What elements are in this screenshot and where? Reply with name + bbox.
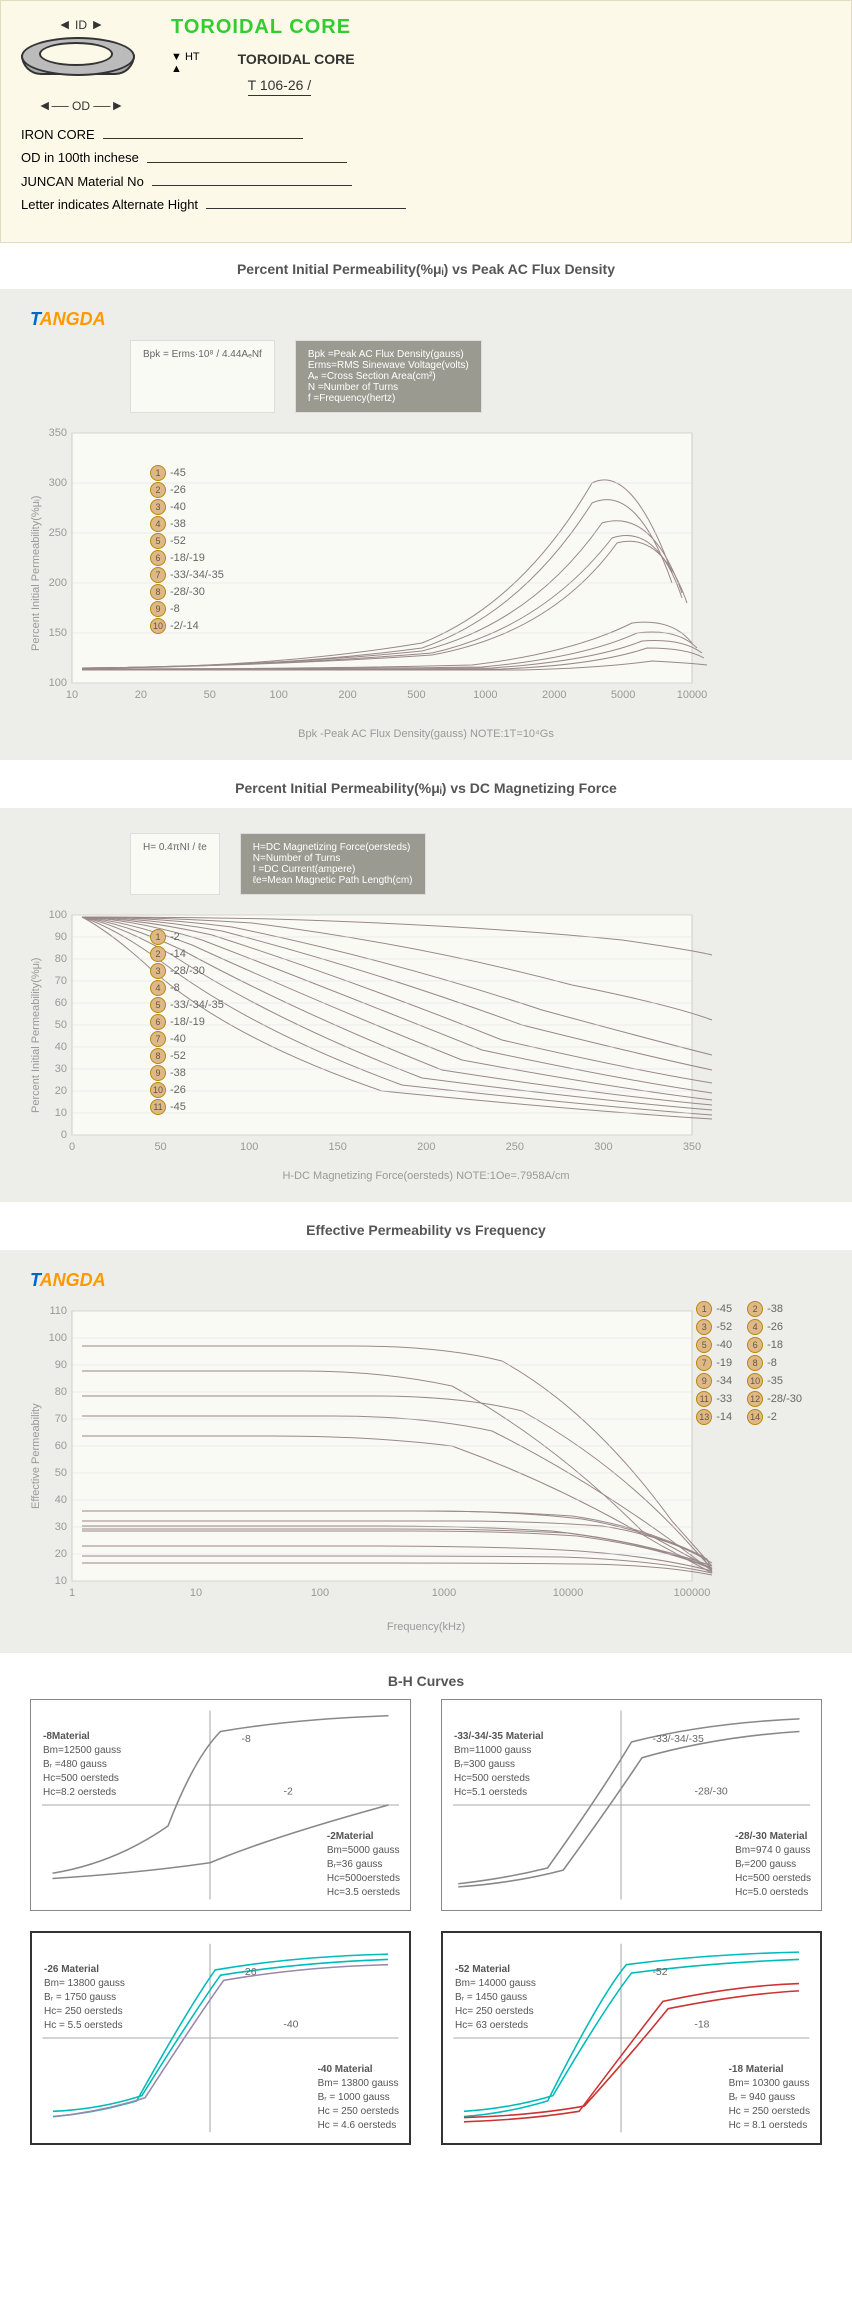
tangda-logo: TANGDA <box>30 309 822 330</box>
svg-text:1000: 1000 <box>432 1587 456 1599</box>
chart3: TANGDA Effective Permeability 10 20 30 40 50… <box>0 1250 852 1653</box>
svg-text:-18: -18 <box>694 2019 709 2030</box>
header-panel: ◄ ID ► ◄── OD ──► TOROIDAL CORE ▼ HT▲ TO… <box>0 0 852 243</box>
svg-text:80: 80 <box>55 1386 67 1398</box>
svg-text:2000: 2000 <box>542 689 566 701</box>
svg-text:100: 100 <box>49 1332 67 1344</box>
svg-text:20: 20 <box>135 689 147 701</box>
bh-title: B-H Curves <box>0 1655 852 1699</box>
svg-text:150: 150 <box>329 1141 347 1153</box>
svg-text:100: 100 <box>240 1141 258 1153</box>
svg-text:-52: -52 <box>652 1967 667 1978</box>
chart2-xlabel: H-DC Magnetizing Force(oersteds) NOTE:1O… <box>30 1170 822 1182</box>
id-label: ID <box>75 18 87 32</box>
main-title: TOROIDAL CORE <box>171 16 831 39</box>
formula-box: Bpk = Erms·10⁸ / 4.44AₑNf <box>130 340 275 413</box>
svg-text:100: 100 <box>49 677 67 689</box>
svg-text:350: 350 <box>683 1141 701 1153</box>
svg-text:10: 10 <box>55 1107 67 1119</box>
svg-text:60: 60 <box>55 1440 67 1452</box>
svg-text:30: 30 <box>55 1521 67 1533</box>
svg-text:100000: 100000 <box>674 1587 711 1599</box>
svg-text:350: 350 <box>49 427 67 439</box>
svg-text:30: 30 <box>55 1063 67 1075</box>
svg-text:-2: -2 <box>284 1785 293 1797</box>
svg-text:50: 50 <box>154 1141 166 1153</box>
svg-text:110: 110 <box>49 1305 67 1317</box>
svg-text:200: 200 <box>338 689 356 701</box>
svg-text:250: 250 <box>49 527 67 539</box>
subtitle: TOROIDAL CORE <box>238 51 355 67</box>
svg-text:20: 20 <box>55 1085 67 1097</box>
bh-chart: -52-18 -52 MaterialBm= 14000 gaussBᵣ = 1… <box>441 1931 822 2145</box>
svg-text:40: 40 <box>55 1041 67 1053</box>
svg-text:-26: -26 <box>241 1967 256 1978</box>
svg-text:100: 100 <box>311 1587 329 1599</box>
svg-text:300: 300 <box>594 1141 612 1153</box>
bh-chart: -8-2 -8MaterialBm=12500 gaussBᵣ =480 gau… <box>30 1699 411 1911</box>
svg-text:10: 10 <box>55 1575 67 1587</box>
svg-text:90: 90 <box>55 1359 67 1371</box>
svg-text:150: 150 <box>49 627 67 639</box>
formula-desc2: H=DC Magnetizing Force(oersteds)N=Number… <box>240 833 426 895</box>
toroid-diagram: ◄ ID ► ◄── OD ──► <box>21 16 141 113</box>
chart1: TANGDA Bpk = Erms·10⁸ / 4.44AₑNf Bpk =Pe… <box>0 289 852 760</box>
chart3-xlabel: Frequency(kHz) <box>30 1621 822 1633</box>
svg-text:-33/-34/-35: -33/-34/-35 <box>653 1733 705 1745</box>
chart3-legend: 1-452-383-524-265-406-187-198-89-3410-35… <box>696 1300 802 1426</box>
svg-text:50: 50 <box>55 1019 67 1031</box>
chart1-title: Percent Initial Permeability(%μᵢ) vs Pea… <box>0 243 852 287</box>
formula-box2: H= 0.4πNI / ℓe <box>130 833 220 895</box>
svg-text:200: 200 <box>417 1141 435 1153</box>
chart2: H= 0.4πNI / ℓe H=DC Magnetizing Force(oe… <box>0 808 852 1202</box>
svg-text:250: 250 <box>506 1141 524 1153</box>
chart2-legend: 1-22-143-28/-304-85-33/-34/-356-18/-197-… <box>150 928 224 1116</box>
chart2-svg: 0 10 20 30 40 50 60 70 80 90 100 0 50 100 150 200 250 30… <box>42 905 722 1165</box>
svg-text:200: 200 <box>49 577 67 589</box>
chart1-svg: 100 150 200 250 300 350 10 20 50 100 200 500 1000 20… <box>42 423 722 723</box>
svg-text:100: 100 <box>269 689 287 701</box>
svg-text:-8: -8 <box>242 1733 251 1745</box>
svg-text:500: 500 <box>407 689 425 701</box>
svg-text:10000: 10000 <box>677 689 708 701</box>
svg-text:70: 70 <box>55 1413 67 1425</box>
svg-text:90: 90 <box>55 931 67 943</box>
svg-text:60: 60 <box>55 997 67 1009</box>
chart1-ylabel: Percent Initial Permeability(%μᵢ) <box>30 423 42 723</box>
svg-text:0: 0 <box>61 1129 67 1141</box>
bh-chart: -33/-34/-35-28/-30 -33/-34/-35 MaterialB… <box>441 1699 822 1911</box>
bh-chart: -26-40 -26 MaterialBm= 13800 gaussBᵣ = 1… <box>30 1931 411 2145</box>
svg-text:-40: -40 <box>283 2019 298 2030</box>
svg-text:50: 50 <box>55 1467 67 1479</box>
chart2-ylabel: Percent Initial Permeability(%μᵢ) <box>30 905 42 1165</box>
header-legend: IRON COREOD in 100th incheseJUNCAN Mater… <box>21 123 831 217</box>
svg-text:0: 0 <box>69 1141 75 1153</box>
svg-text:50: 50 <box>204 689 216 701</box>
svg-text:1: 1 <box>69 1587 75 1599</box>
chart3-title: Effective Permeability vs Frequency <box>0 1204 852 1248</box>
svg-text:1000: 1000 <box>473 689 497 701</box>
chart1-legend: 1-452-263-404-385-526-18/-197-33/-34/-35… <box>150 464 224 635</box>
chart3-svg: 102030405060708090100110 110100100010000… <box>42 1301 722 1611</box>
chart2-title: Percent Initial Permeability(%μᵢ) vs DC … <box>0 762 852 806</box>
tangda-logo2: TANGDA <box>30 1270 822 1291</box>
svg-text:100: 100 <box>49 909 67 921</box>
svg-text:5000: 5000 <box>611 689 635 701</box>
svg-text:80: 80 <box>55 953 67 965</box>
ht-label: HT <box>185 51 200 63</box>
part-code: T 106-26 / <box>248 77 312 96</box>
chart1-xlabel: Bpk -Peak AC Flux Density(gauss) NOTE:1T… <box>30 728 822 740</box>
svg-text:-28/-30: -28/-30 <box>695 1785 728 1797</box>
svg-text:300: 300 <box>49 477 67 489</box>
od-label: OD <box>72 99 90 113</box>
chart3-ylabel: Effective Permeability <box>30 1301 42 1611</box>
svg-text:40: 40 <box>55 1494 67 1506</box>
svg-text:70: 70 <box>55 975 67 987</box>
svg-text:10: 10 <box>66 689 78 701</box>
formula-desc: Bpk =Peak AC Flux Density(gauss)Erms=RMS… <box>295 340 482 413</box>
svg-text:20: 20 <box>55 1548 67 1560</box>
svg-text:10000: 10000 <box>553 1587 584 1599</box>
svg-text:10: 10 <box>190 1587 202 1599</box>
